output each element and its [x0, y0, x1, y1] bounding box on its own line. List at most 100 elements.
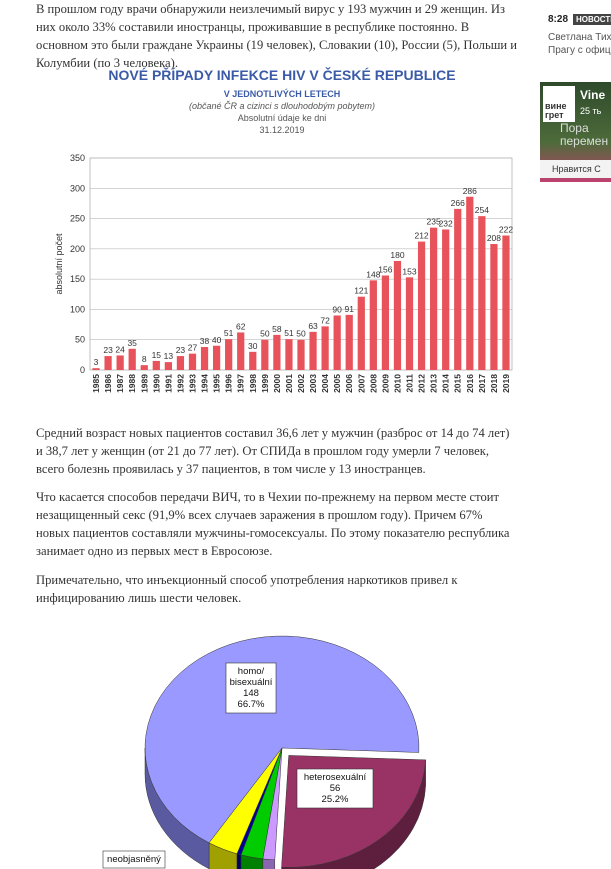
bar — [466, 196, 474, 370]
x-tick-label: 1998 — [248, 374, 258, 393]
chart-date: 31.12.2019 — [259, 125, 304, 135]
data-label: 15 — [152, 350, 162, 360]
data-label: 3 — [94, 357, 99, 367]
data-label: 23 — [176, 345, 186, 355]
logo-text: вине — [545, 101, 567, 111]
bar — [333, 315, 341, 370]
x-tick-label: 1987 — [115, 374, 125, 393]
x-tick-label: 1986 — [103, 374, 113, 393]
data-label: 180 — [390, 250, 404, 260]
data-label: 232 — [439, 218, 453, 228]
data-label: 23 — [103, 345, 113, 355]
y-tick-label: 0 — [80, 365, 85, 375]
bar — [297, 339, 305, 370]
data-label: 50 — [260, 329, 270, 339]
data-label: 156 — [378, 265, 392, 275]
x-tick-label: 2014 — [441, 374, 451, 393]
news-line: Прагу с офиц — [548, 45, 611, 56]
data-label: 51 — [224, 328, 234, 338]
paragraph: Примечательно, что инъекционный способ у… — [36, 573, 458, 605]
bar-chart: NOVÉ PŘÍPADY INFEKCE HIV V ČESKÉ REPUBLI… — [54, 66, 513, 869]
data-label: 63 — [308, 321, 318, 331]
bar — [212, 345, 221, 370]
x-tick-label: 2004 — [320, 374, 330, 393]
bar — [225, 339, 233, 370]
data-label: 266 — [451, 198, 465, 208]
badge: НОВОСТИ — [573, 14, 611, 25]
ad-text: перемен — [560, 134, 609, 148]
x-tick-label: 2005 — [332, 374, 342, 393]
bar — [345, 314, 353, 370]
x-tick-label: 1999 — [260, 374, 270, 393]
data-label: 30 — [248, 341, 258, 351]
x-tick-label: 1988 — [127, 374, 137, 393]
like-button[interactable]: Нравится С — [540, 160, 611, 178]
x-tick-label: 2013 — [429, 374, 439, 393]
y-tick-label: 150 — [70, 274, 85, 284]
bar — [369, 280, 377, 370]
data-label: 222 — [499, 225, 513, 235]
data-label: 38 — [200, 336, 210, 346]
bar — [188, 353, 197, 370]
slice-label: 56 — [330, 783, 341, 794]
slice-label: 66.7% — [238, 699, 265, 710]
bar — [237, 332, 245, 370]
slice-label: neobjasněný — [107, 854, 161, 865]
bar — [357, 296, 365, 370]
data-label: 91 — [344, 304, 354, 314]
bar — [128, 348, 136, 370]
ad-image[interactable]: вине грет Vine 25 ть Пора перемен Нравится… — [540, 82, 611, 182]
bar — [393, 260, 402, 370]
label-box — [225, 662, 277, 714]
y-axis-label: absolutní počet — [54, 233, 64, 295]
x-tick-label: 1994 — [200, 374, 210, 393]
data-label: 51 — [284, 328, 294, 338]
x-tick-label: 2017 — [477, 374, 487, 393]
chart-subtitle: V JEDNOTLIVÝCH LETECH — [224, 88, 341, 99]
data-label: 58 — [272, 324, 282, 334]
data-label: 8 — [142, 354, 147, 364]
x-tick-label: 1989 — [139, 374, 149, 393]
bar — [309, 331, 317, 370]
data-label: 24 — [115, 344, 125, 354]
x-tick-label: 2012 — [417, 374, 427, 393]
data-label: 121 — [354, 286, 368, 296]
x-tick-label: 2001 — [284, 374, 294, 393]
data-label: 13 — [164, 351, 174, 361]
bar — [442, 229, 450, 370]
y-tick-label: 250 — [70, 214, 85, 224]
pie-slice — [144, 635, 420, 844]
slice-label: 25.2% — [322, 794, 349, 805]
bar — [381, 275, 390, 370]
label-box — [102, 850, 166, 869]
data-label: 212 — [414, 231, 428, 241]
data-label: 148 — [366, 269, 380, 279]
x-tick-label: 1993 — [187, 374, 197, 393]
x-tick-label: 1990 — [151, 374, 161, 393]
x-tick-label: 1995 — [212, 374, 222, 393]
bar — [152, 360, 160, 370]
data-label: 286 — [463, 186, 477, 196]
paragraph: Средний возраст новых пациентов составил… — [36, 426, 510, 476]
bar — [502, 235, 510, 370]
y-tick-label: 200 — [70, 244, 85, 254]
x-tick-label: 2010 — [392, 374, 402, 393]
slice-label: 148 — [243, 688, 259, 699]
y-tick-label: 50 — [75, 335, 85, 345]
data-label: 35 — [127, 338, 137, 348]
chart-note: Absolutní údaje ke dni — [238, 113, 327, 123]
x-tick-label: 1991 — [163, 374, 173, 393]
news-line: Светлана Тих — [548, 32, 611, 43]
y-tick-label: 100 — [70, 304, 85, 314]
data-label: 62 — [236, 321, 246, 331]
data-label: 208 — [487, 233, 501, 243]
data-label: 72 — [320, 315, 330, 325]
ad-sub: 25 ть — [580, 106, 602, 116]
bar — [417, 241, 426, 370]
y-tick-label: 350 — [70, 153, 85, 163]
bar — [430, 227, 438, 370]
bar — [490, 244, 498, 370]
ad-text: Пора — [560, 121, 589, 135]
bar — [104, 356, 112, 370]
ad-title: Vine — [580, 88, 606, 102]
